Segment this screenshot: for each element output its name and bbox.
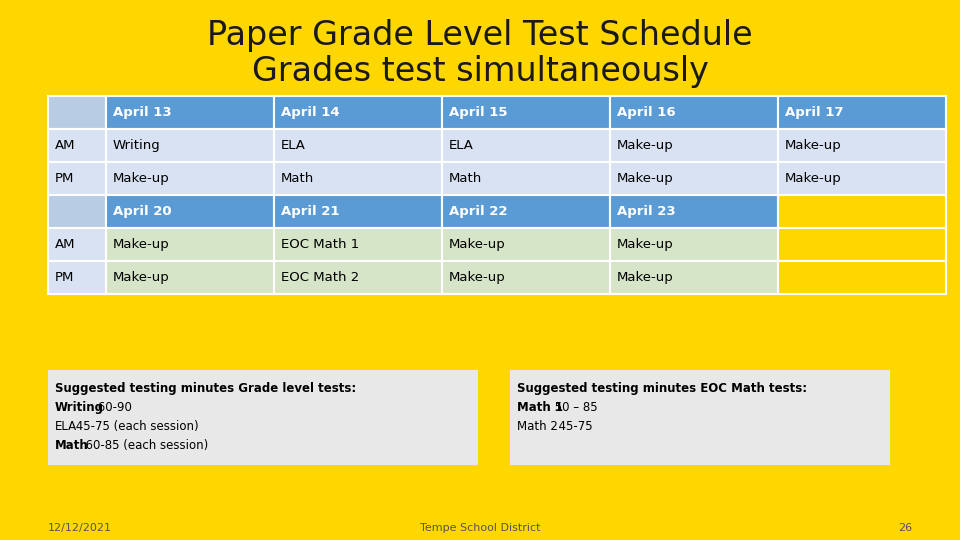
Bar [510, 370, 890, 465]
Text: April 17: April 17 [785, 106, 844, 119]
Text: EOC Math 2: EOC Math 2 [281, 271, 359, 284]
Text: Math 2: Math 2 [517, 420, 558, 433]
Text: ELA: ELA [55, 420, 77, 433]
Text: 26: 26 [898, 523, 912, 533]
Text: April 15: April 15 [449, 106, 508, 119]
Text: Make-up: Make-up [113, 172, 170, 185]
Bar [106, 228, 274, 261]
Text: April 23: April 23 [617, 205, 676, 218]
Bar [48, 96, 106, 129]
Text: Make-up: Make-up [113, 238, 170, 251]
Text: ELA: ELA [449, 139, 474, 152]
Bar [610, 162, 778, 195]
Bar [778, 195, 946, 228]
Text: AM: AM [55, 238, 76, 251]
Text: April 14: April 14 [281, 106, 340, 119]
Text: Make-up: Make-up [449, 271, 506, 284]
Bar [48, 261, 106, 294]
Text: EOC Math 1: EOC Math 1 [281, 238, 359, 251]
Text: Math: Math [281, 172, 314, 185]
Text: Paper Grade Level Test Schedule: Paper Grade Level Test Schedule [207, 18, 753, 51]
Bar [442, 195, 610, 228]
Bar [274, 162, 442, 195]
Text: April 13: April 13 [113, 106, 172, 119]
Bar [274, 129, 442, 162]
Text: Make-up: Make-up [785, 139, 842, 152]
Bar [442, 261, 610, 294]
Text: April 16: April 16 [617, 106, 676, 119]
Bar [106, 129, 274, 162]
Bar [274, 261, 442, 294]
Text: Make-up: Make-up [617, 172, 674, 185]
Bar [442, 129, 610, 162]
Bar [778, 261, 946, 294]
Bar [48, 195, 106, 228]
Text: 45-75: 45-75 [551, 420, 592, 433]
Bar [610, 195, 778, 228]
Bar [442, 96, 610, 129]
Bar [106, 195, 274, 228]
Bar [106, 261, 274, 294]
Bar [106, 96, 274, 129]
Bar [778, 129, 946, 162]
Text: Math: Math [55, 439, 88, 452]
Text: Make-up: Make-up [617, 271, 674, 284]
Text: Writing: Writing [113, 139, 160, 152]
Text: Suggested testing minutes Grade level tests:: Suggested testing minutes Grade level te… [55, 382, 356, 395]
Bar [48, 228, 106, 261]
Text: 12/12/2021: 12/12/2021 [48, 523, 112, 533]
Text: 45-75 (each session): 45-75 (each session) [73, 420, 199, 433]
Bar [778, 96, 946, 129]
Bar [610, 228, 778, 261]
Text: Make-up: Make-up [449, 238, 506, 251]
Text: Tempe School District: Tempe School District [420, 523, 540, 533]
Text: April 22: April 22 [449, 205, 508, 218]
Bar [274, 228, 442, 261]
Bar [106, 162, 274, 195]
Text: Make-up: Make-up [785, 172, 842, 185]
Text: Writing: Writing [55, 401, 104, 414]
Bar [48, 162, 106, 195]
Bar [610, 129, 778, 162]
Text: Grades test simultaneously: Grades test simultaneously [252, 56, 708, 89]
Text: PM: PM [55, 172, 74, 185]
Bar [48, 129, 106, 162]
Text: Make-up: Make-up [617, 139, 674, 152]
Text: 50 – 85: 50 – 85 [551, 401, 598, 414]
Bar [442, 228, 610, 261]
Bar [274, 195, 442, 228]
Text: 60-90: 60-90 [94, 401, 132, 414]
Text: Suggested testing minutes EOC Math tests:: Suggested testing minutes EOC Math tests… [517, 382, 807, 395]
Bar [778, 162, 946, 195]
Text: Make-up: Make-up [617, 238, 674, 251]
Text: April 20: April 20 [113, 205, 172, 218]
Text: Math: Math [449, 172, 482, 185]
Text: ELA: ELA [281, 139, 306, 152]
Bar [610, 96, 778, 129]
Text: Make-up: Make-up [113, 271, 170, 284]
Bar [442, 162, 610, 195]
Text: PM: PM [55, 271, 74, 284]
Bar [274, 96, 442, 129]
Text: AM: AM [55, 139, 76, 152]
Text: 60-85 (each session): 60-85 (each session) [78, 439, 208, 452]
Bar [48, 370, 478, 465]
Text: April 21: April 21 [281, 205, 340, 218]
Text: Math 1: Math 1 [517, 401, 563, 414]
Bar [778, 228, 946, 261]
Bar [610, 261, 778, 294]
